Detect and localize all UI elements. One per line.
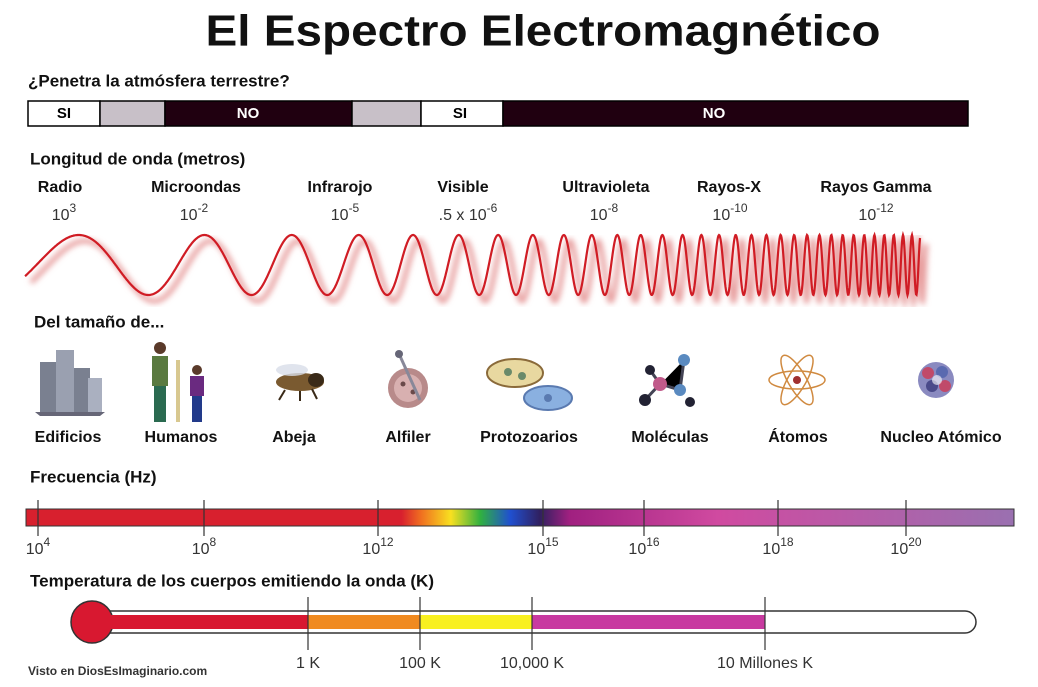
- frequency-tick-label: 1015: [527, 535, 558, 558]
- base: 10: [192, 541, 210, 558]
- exponent: 4: [44, 535, 51, 549]
- segment-label: SI: [453, 105, 467, 122]
- exponent: 18: [780, 535, 794, 549]
- title: El Espectro Electromagnético: [206, 7, 881, 56]
- exponent: -2: [198, 201, 209, 215]
- frequency-tick-label: 104: [26, 535, 51, 558]
- wave-line: [24, 230, 922, 300]
- footer: Visto en DiosEsImaginario.com: [28, 664, 207, 678]
- segment-label: SI: [57, 105, 71, 122]
- temperature-tick-label: 100 K: [399, 655, 441, 672]
- sizes-label: Del tamaño de...: [34, 312, 164, 331]
- exponent: 15: [545, 535, 559, 549]
- size-label: Nucleo Atómico: [880, 429, 1001, 446]
- band-name: Rayos Gamma: [820, 179, 931, 196]
- exponent: -5: [349, 201, 360, 215]
- frequency-tick-label: 1020: [890, 535, 921, 558]
- size-label: Alfiler: [385, 429, 430, 446]
- exponent: 20: [908, 535, 922, 549]
- temperature-tick-label: 10 Millones K: [717, 655, 813, 672]
- frequency-label: Frecuencia (Hz): [30, 467, 157, 486]
- size-label: Edificios: [35, 429, 102, 446]
- temperature-label: Temperatura de los cuerpos emitiendo la …: [30, 571, 434, 590]
- size-label: Protozoarios: [480, 429, 578, 446]
- base: 10: [762, 541, 780, 558]
- exponent: -6: [487, 201, 498, 215]
- frequency-tick-label: 108: [192, 535, 217, 558]
- exponent: 16: [646, 535, 660, 549]
- base: 10: [590, 207, 608, 224]
- band-name: Rayos-X: [697, 179, 761, 196]
- exponent: 12: [380, 535, 394, 549]
- exponent: 8: [210, 535, 217, 549]
- band-name: Visible: [437, 179, 488, 196]
- band-name: Radio: [38, 179, 83, 196]
- band-name: Ultravioleta: [562, 179, 649, 196]
- frequency-tick-label: 1016: [628, 535, 659, 558]
- band-wavelength: 10-8: [590, 201, 619, 224]
- temperature-tick-label: 1 K: [296, 655, 320, 672]
- frequency-tick-label: 1012: [362, 535, 393, 558]
- size-label: Humanos: [145, 429, 218, 446]
- exponent: 3: [70, 201, 77, 215]
- band-name: Infrarojo: [308, 179, 373, 196]
- base: 10: [331, 207, 349, 224]
- band-wavelength: 10-2: [180, 201, 209, 224]
- exponent: -8: [608, 201, 619, 215]
- band-name: Microondas: [151, 179, 241, 196]
- atmosphere-bar: [27, 100, 969, 127]
- base: 10: [180, 207, 198, 224]
- frequency-tick-label: 1018: [762, 535, 793, 558]
- size-label: Átomos: [768, 427, 828, 446]
- exponent: -10: [730, 201, 748, 215]
- segment-label: NO: [703, 105, 726, 122]
- size-label: Abeja: [272, 429, 316, 446]
- temperature-tick-label: 10,000 K: [500, 655, 564, 672]
- atmosphere-label: ¿Penetra la atmósfera terrestre?: [28, 71, 290, 90]
- base: 10: [712, 207, 730, 224]
- band-wavelength: 10-12: [858, 201, 893, 224]
- base: 10: [858, 207, 876, 224]
- segment-label: NO: [237, 105, 260, 122]
- exponent: -12: [876, 201, 894, 215]
- band-wavelength: .5 x 10-6: [439, 201, 498, 224]
- band-wavelength: 103: [52, 201, 77, 224]
- base: 10: [52, 207, 70, 224]
- thermometer: [70, 600, 977, 644]
- size-label: Moléculas: [631, 429, 708, 446]
- frequency-bar: [25, 508, 1015, 527]
- base: 10: [628, 541, 646, 558]
- base: .5 x 10: [439, 207, 487, 224]
- wavelength-label: Longitud de onda (metros): [30, 149, 245, 168]
- base: 10: [362, 541, 380, 558]
- band-wavelength: 10-5: [331, 201, 360, 224]
- wave: [24, 230, 929, 311]
- icons: [35, 342, 954, 422]
- base: 10: [26, 541, 44, 558]
- base: 10: [527, 541, 545, 558]
- band-wavelength: 10-10: [712, 201, 747, 224]
- base: 10: [890, 541, 908, 558]
